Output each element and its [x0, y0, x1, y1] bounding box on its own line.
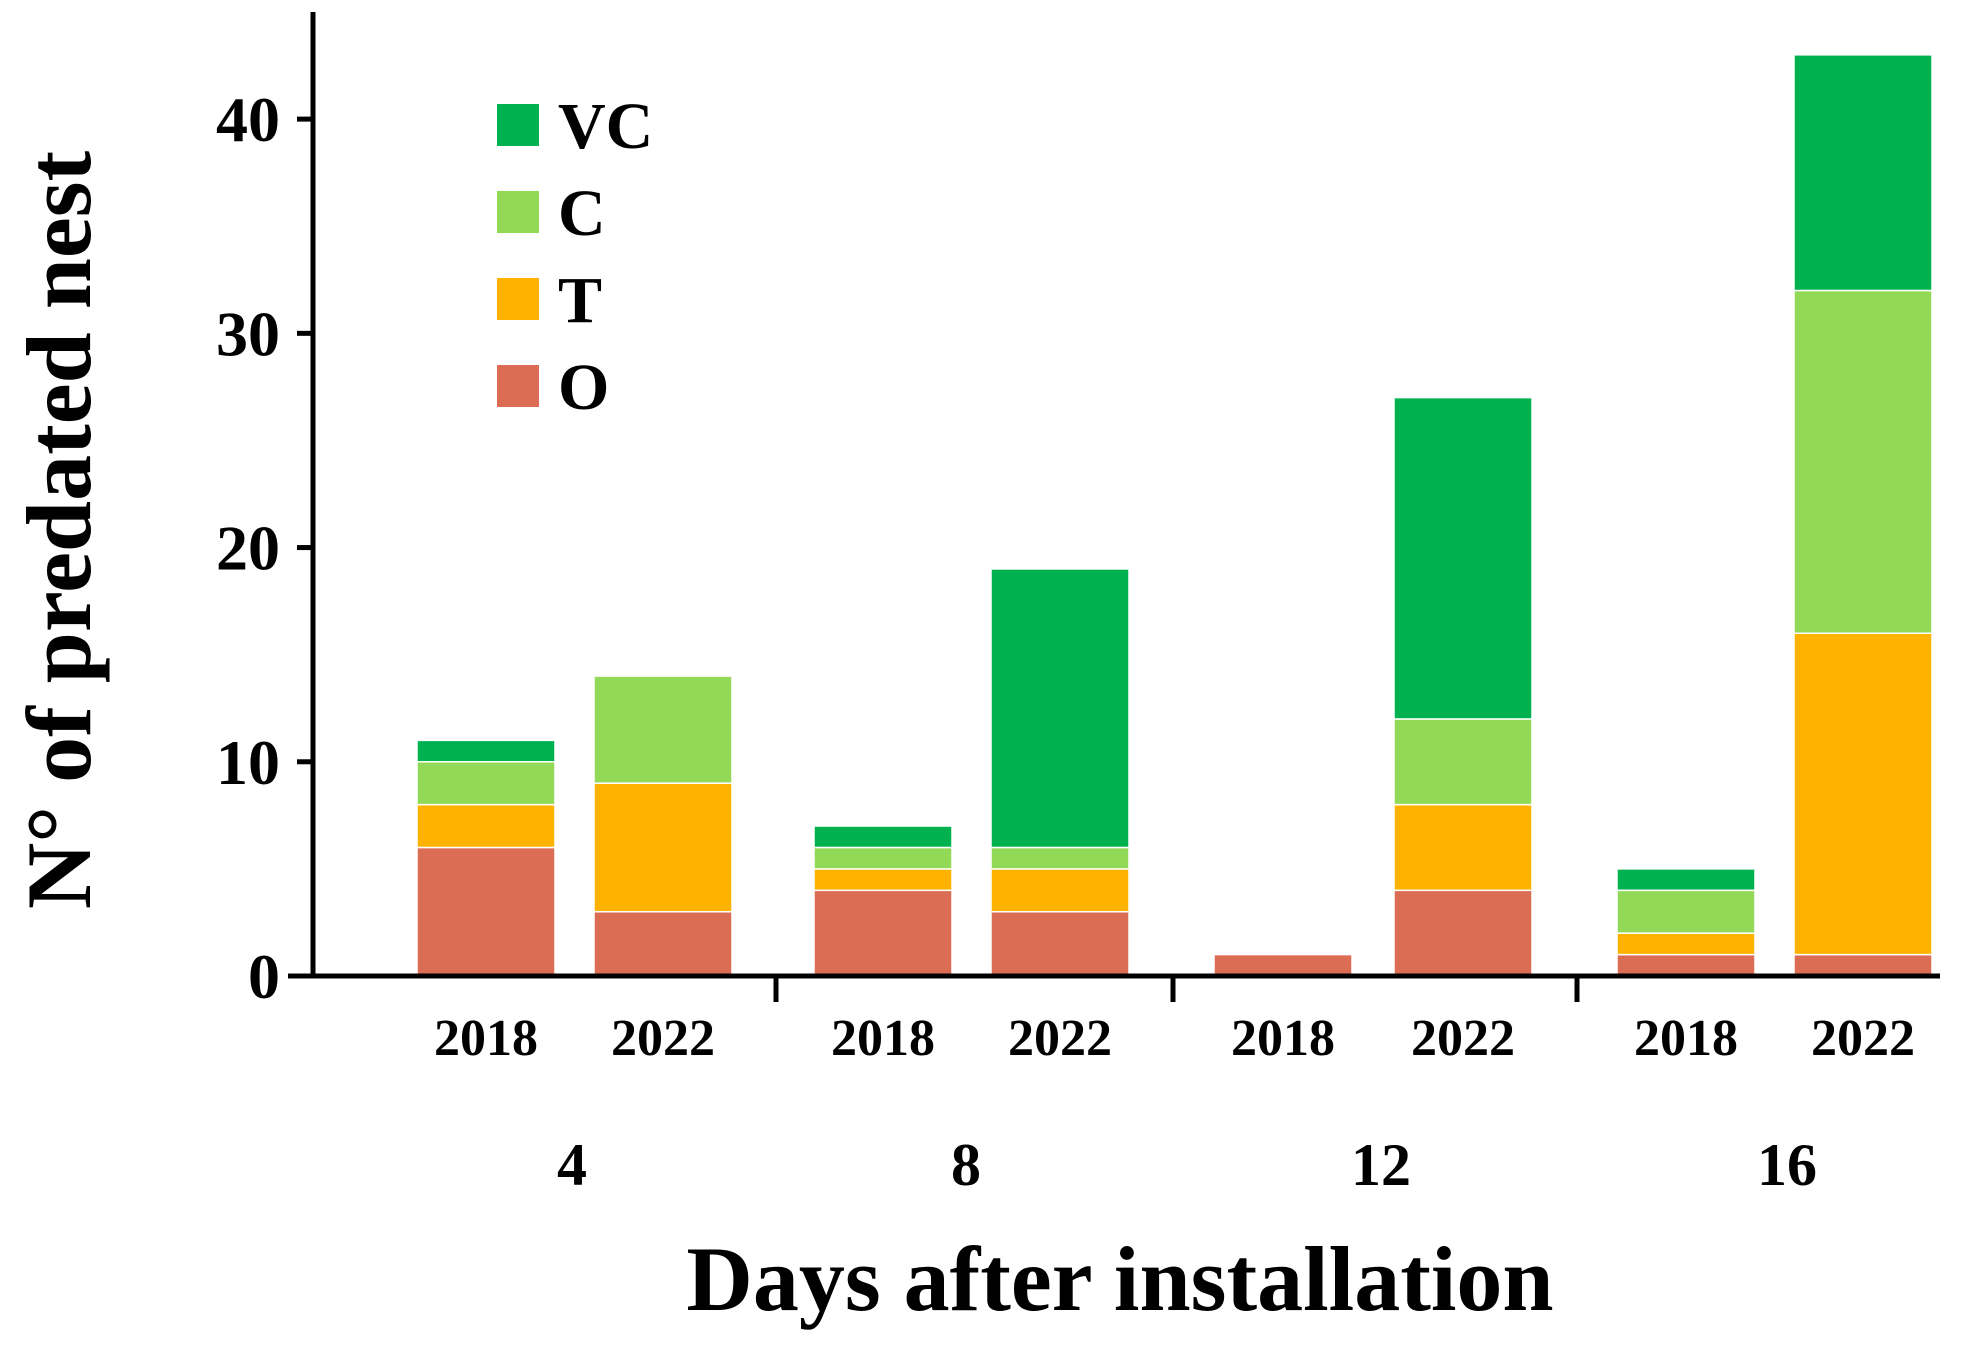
y-ticks-layer: 0 10 20 30 40	[216, 84, 313, 1012]
bar-segment-t-2	[593, 782, 733, 913]
bar-segment-c-6	[1393, 718, 1533, 806]
x-group-label-day-16: 16	[1757, 1132, 1817, 1198]
legend-swatch-t	[497, 278, 539, 320]
x-tick-label-year-1: 2018	[434, 1010, 538, 1067]
bar-segment-o-6	[1393, 889, 1533, 977]
bar-segment-c-2	[593, 675, 733, 784]
x-group-label-day-4: 4	[557, 1132, 587, 1198]
bar-segment-vc-6	[1393, 396, 1533, 720]
x-tick-label-year-5: 2018	[1231, 1010, 1335, 1067]
bar-segment-o-7	[1616, 953, 1756, 977]
bar-segment-o-3	[813, 889, 953, 977]
x-tick-label-year-4: 2022	[1008, 1010, 1112, 1067]
y-tick-label-40: 40	[216, 84, 280, 155]
legend-swatch-vc	[497, 104, 539, 146]
bar-segment-t-8	[1793, 632, 1933, 956]
x-axis-title: Days after installation	[686, 1228, 1553, 1330]
x-tick-label-year-3: 2018	[831, 1010, 935, 1067]
legend-label-c: C	[558, 177, 606, 250]
bar-segment-t-4	[990, 868, 1130, 913]
bar-segment-vc-7	[1616, 868, 1756, 892]
legend-label-t: T	[558, 264, 602, 337]
bar-segment-c-8	[1793, 289, 1933, 634]
bar-segment-t-6	[1393, 803, 1533, 892]
x-labels-layer: 2018 2022 2018 2022 2018 2022 2018 2022 4 8 12 16	[434, 976, 1915, 1198]
bar-segment-vc-4	[990, 568, 1130, 849]
bar-segment-t-3	[813, 868, 953, 892]
axes-layer	[288, 12, 1940, 979]
bar-segment-o-8	[1793, 953, 1933, 977]
bar-segment-c-4	[990, 846, 1130, 870]
bar-segment-c-1	[416, 761, 556, 806]
x-group-label-day-12: 12	[1351, 1132, 1411, 1198]
bar-segment-t-1	[416, 803, 556, 849]
legend: VC CTO	[497, 90, 653, 424]
bar-segment-o-5	[1213, 953, 1353, 977]
y-tick-label-0: 0	[248, 941, 280, 1012]
x-tick-label-year-8: 2022	[1811, 1010, 1915, 1067]
legend-label-o: O	[558, 351, 609, 424]
bar-segment-c-7	[1616, 889, 1756, 934]
x-tick-label-year-2: 2022	[611, 1010, 715, 1067]
legend-swatch-c	[497, 191, 539, 233]
bar-segment-o-1	[416, 846, 556, 977]
y-tick-label-10: 10	[216, 727, 280, 798]
bars-layer	[416, 54, 1933, 977]
x-group-label-day-8: 8	[951, 1132, 981, 1198]
legend-swatch-o	[497, 365, 539, 407]
y-axis-title: N° of predated nest	[8, 150, 110, 909]
bar-segment-vc-3	[813, 825, 953, 849]
y-tick-label-20: 20	[216, 513, 280, 584]
x-tick-label-year-7: 2018	[1634, 1010, 1738, 1067]
bar-segment-vc-8	[1793, 54, 1933, 292]
y-tick-label-30: 30	[216, 298, 280, 369]
bar-segment-t-7	[1616, 932, 1756, 956]
x-tick-label-year-6: 2022	[1411, 1010, 1515, 1067]
legend-label-vc: VC	[558, 90, 653, 163]
bar-segment-c-3	[813, 846, 953, 870]
bar-segment-o-2	[593, 910, 733, 977]
bar-segment-vc-1	[416, 739, 556, 763]
bar-segment-o-4	[990, 910, 1130, 977]
